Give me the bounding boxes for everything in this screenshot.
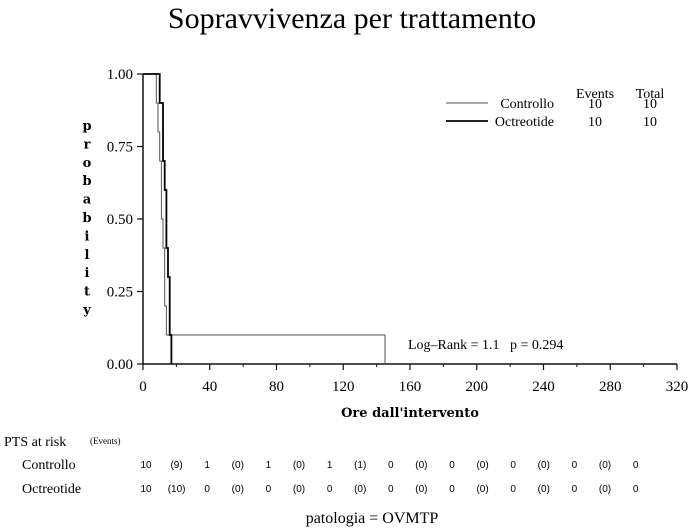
risk-cell: (0) [232, 484, 244, 495]
legend-header-events: Events [576, 87, 614, 102]
risk-cell: (1) [354, 460, 366, 471]
y-tick-label: 1.00 [107, 67, 133, 83]
risk-cell: (0) [538, 484, 550, 495]
risk-table: PTS at risk (Events) Controllo 10 (9) 1 (0) 1… [4, 435, 639, 497]
risk-table-title: PTS at risk [4, 435, 66, 450]
y-axis-label-letter: b [82, 211, 91, 226]
risk-cell: 0 [327, 484, 333, 495]
risk-cell: 0 [572, 484, 578, 495]
y-axis-label-letter: i [85, 266, 90, 281]
risk-cell: 0 [388, 484, 394, 495]
risk-cell: 0 [510, 484, 516, 495]
risk-cell: 0 [510, 460, 516, 471]
series-lines [143, 73, 386, 364]
x-tick-label: 200 [466, 379, 489, 395]
risk-cell: (0) [599, 484, 611, 495]
y-axis-label-letter: o [83, 156, 92, 171]
risk-cell: (0) [538, 460, 550, 471]
risk-cell: (0) [293, 460, 305, 471]
risk-cell: 1 [327, 460, 333, 471]
y-axis-label-letter: l [85, 248, 90, 263]
legend-series-events: 10 [588, 97, 602, 112]
risk-cell: (0) [293, 484, 305, 495]
risk-cell: 10 [140, 484, 152, 495]
risk-cell: 0 [266, 484, 272, 495]
risk-table-subtitle: (Events) [90, 436, 121, 446]
risk-cell: 0 [633, 484, 639, 495]
risk-cell: 1 [204, 460, 210, 471]
y-axis-label-letter: r [84, 137, 91, 152]
y-tick-label: 0.25 [107, 285, 133, 301]
risk-cell: 0 [204, 484, 210, 495]
risk-row-label: Octreotide [22, 482, 81, 497]
x-tick-label: 160 [399, 379, 422, 395]
log-rank-annotation: Log–Rank = 1.1 p = 0.294 [408, 338, 563, 353]
x-axis-label: Ore dall'intervento [341, 406, 479, 421]
footer-pathology: patologia = OVMTP [306, 510, 439, 527]
legend-series-total: 10 [643, 97, 657, 112]
x-axis-ticks: 0 40 80 120 160 200 240 280 320 [139, 364, 688, 395]
risk-cell: 0 [449, 460, 455, 471]
y-axis-label-letter: t [84, 285, 90, 300]
legend-series-name: Octreotide [495, 115, 554, 130]
risk-cell: (10) [168, 484, 186, 495]
y-axis-label-letter: i [85, 229, 90, 244]
legend-series-events: 10 [588, 115, 602, 130]
risk-cell: (0) [354, 484, 366, 495]
legend-series-total: 10 [643, 115, 657, 130]
chart-title: Sopravvivenza per trattamento [168, 2, 536, 35]
y-axis-label-letter: b [82, 174, 91, 189]
y-tick-label: 0.50 [107, 212, 133, 228]
x-tick-label: 80 [269, 379, 284, 395]
x-tick-label: 320 [666, 379, 689, 395]
x-tick-label: 120 [332, 379, 355, 395]
risk-cell: 0 [572, 460, 578, 471]
x-tick-label: 40 [202, 379, 217, 395]
risk-cell: (0) [415, 484, 427, 495]
x-tick-label: 0 [139, 379, 147, 395]
risk-cell: (0) [415, 460, 427, 471]
risk-cell: (9) [170, 460, 182, 471]
risk-cell: 0 [388, 460, 394, 471]
risk-cell: 0 [633, 460, 639, 471]
x-tick-label: 280 [599, 379, 622, 395]
y-tick-label: 0.00 [107, 357, 133, 373]
legend-series-name: Controllo [500, 97, 554, 112]
y-axis-label-letter: y [82, 303, 91, 318]
risk-cell: (0) [599, 460, 611, 471]
series-line-controllo [143, 73, 386, 364]
y-tick-label: 0.75 [107, 140, 133, 156]
series-line-octreotide [143, 73, 173, 364]
risk-cell: (0) [476, 484, 488, 495]
y-axis-label-letter: a [83, 193, 92, 208]
legend: Events Total Controllo 10 10 Octreotide 10 10 [446, 87, 664, 130]
risk-cell: 0 [449, 484, 455, 495]
risk-cell: (0) [232, 460, 244, 471]
risk-cell: 1 [266, 460, 272, 471]
x-tick-label: 240 [532, 379, 555, 395]
y-axis-ticks: 0.00 0.25 0.50 0.75 1.00 [107, 67, 143, 373]
risk-cell: (0) [476, 460, 488, 471]
legend-header-total: Total [636, 87, 665, 102]
risk-cell: 10 [140, 460, 152, 471]
risk-row-label: Controllo [22, 458, 76, 473]
y-axis-label-letter: p [82, 119, 91, 134]
